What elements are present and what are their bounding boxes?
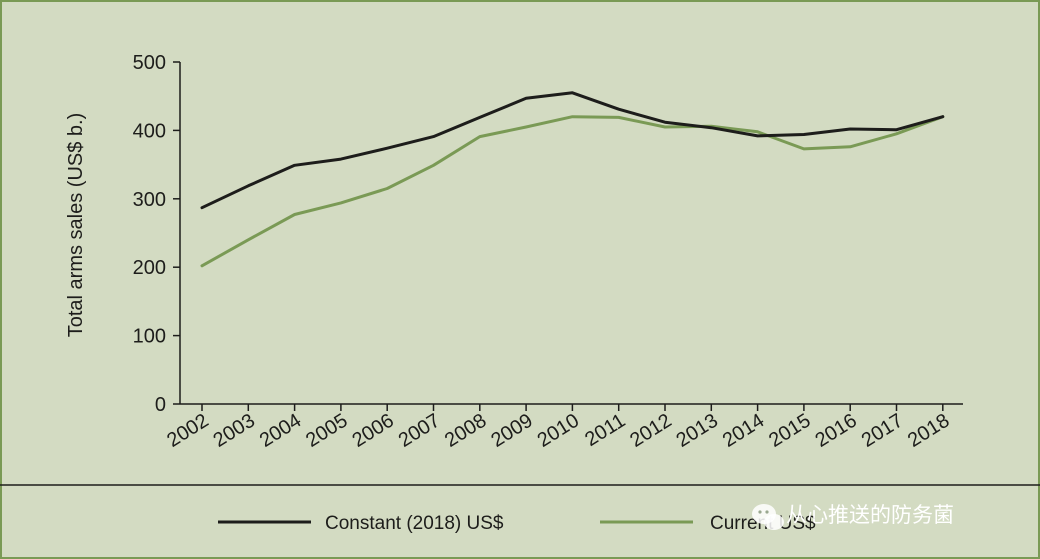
y-tick-label: 500 (133, 52, 166, 74)
y-tick-label: 200 (133, 257, 166, 279)
x-tick-label: 2018 (904, 410, 953, 452)
x-tick-label: 2008 (441, 410, 490, 452)
x-tick-label: 2005 (302, 410, 351, 452)
x-tick-label: 2004 (256, 410, 305, 452)
x-tick-label: 2014 (719, 410, 768, 452)
x-tick-label: 2012 (626, 410, 675, 452)
x-tick-label: 2016 (811, 410, 860, 452)
y-tick-label: 400 (133, 120, 166, 142)
wechat-icon (752, 504, 784, 530)
x-tick-label: 2002 (163, 410, 212, 452)
watermark-text: 从心推送的防务菌 (786, 503, 954, 527)
y-axis: 0 100 200 300 400 500 (133, 52, 181, 416)
y-tick-label: 0 (155, 394, 166, 416)
x-tick-label: 2011 (581, 410, 629, 451)
legend-label-0: Constant (2018) US$ (325, 513, 504, 534)
x-tick-label: 2003 (210, 410, 259, 452)
x-tick-label: 2017 (858, 410, 907, 452)
legend: Constant (2018) US$ Current US$ (218, 513, 816, 534)
y-axis-title: Total arms sales (US$ b.) (65, 113, 87, 338)
x-tick-label: 2010 (534, 410, 583, 452)
x-tick-label: 2015 (765, 410, 814, 452)
y-tick-label: 100 (133, 326, 166, 348)
x-tick-label: 2007 (395, 410, 444, 452)
x-tick-label: 2013 (673, 410, 722, 452)
x-tick-label: 2006 (348, 410, 397, 452)
x-axis: 2002200320042005200620072008200920102011… (163, 403, 963, 452)
watermark: 从心推送的防务菌 (752, 503, 954, 530)
y-tick-label: 300 (133, 189, 166, 211)
series-layer (200, 91, 945, 268)
series-line-1 (200, 115, 945, 268)
x-tick-label: 2009 (487, 410, 536, 452)
series-line-0 (200, 91, 945, 210)
